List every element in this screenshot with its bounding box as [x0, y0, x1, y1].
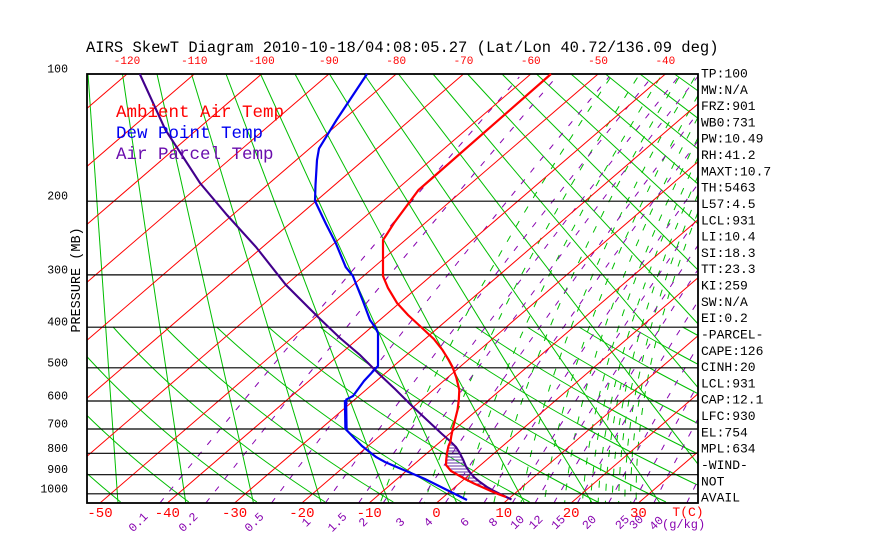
- svg-text:600: 600: [47, 390, 68, 403]
- svg-text:-90: -90: [319, 56, 339, 68]
- svg-text:-20: -20: [289, 506, 314, 522]
- svg-text:T(C): T(C): [672, 505, 703, 520]
- svg-text:FRZ:901: FRZ:901: [701, 99, 756, 114]
- svg-text:-PARCEL-: -PARCEL-: [701, 327, 763, 342]
- svg-text:-50: -50: [87, 506, 112, 522]
- svg-text:PRESSURE (MB): PRESSURE (MB): [70, 227, 85, 332]
- svg-text:MAXT:10.7: MAXT:10.7: [701, 164, 771, 179]
- svg-text:SW:N/A: SW:N/A: [701, 295, 748, 310]
- svg-text:-40: -40: [155, 506, 180, 522]
- svg-text:1000: 1000: [40, 483, 68, 496]
- svg-text:10: 10: [495, 506, 512, 522]
- svg-text:0: 0: [432, 506, 440, 522]
- svg-text:-50: -50: [588, 56, 608, 68]
- svg-text:LCL:931: LCL:931: [701, 213, 756, 228]
- svg-text:-70: -70: [454, 56, 474, 68]
- svg-text:-10: -10: [357, 506, 382, 522]
- svg-text:500: 500: [47, 357, 68, 370]
- svg-text:-WIND-: -WIND-: [701, 458, 748, 473]
- svg-text:Air Parcel Temp: Air Parcel Temp: [116, 145, 274, 165]
- svg-text:TP:100: TP:100: [701, 67, 748, 82]
- svg-text:(g/kg): (g/kg): [662, 518, 705, 532]
- svg-text:CAPE:126: CAPE:126: [701, 344, 763, 359]
- svg-text:AVAIL: AVAIL: [701, 491, 740, 506]
- svg-text:800: 800: [47, 443, 68, 456]
- svg-text:Ambient Air Temp: Ambient Air Temp: [116, 103, 284, 123]
- svg-text:RH:41.2: RH:41.2: [701, 148, 756, 163]
- svg-text:EI:0.2: EI:0.2: [701, 311, 748, 326]
- svg-text:200: 200: [47, 191, 68, 204]
- svg-text:LCL:931: LCL:931: [701, 376, 756, 391]
- svg-text:100: 100: [47, 64, 68, 77]
- svg-text:SI:18.3: SI:18.3: [701, 246, 756, 261]
- svg-text:700: 700: [47, 418, 68, 431]
- svg-text:-80: -80: [386, 56, 406, 68]
- svg-text:NOT: NOT: [701, 474, 725, 489]
- svg-text:-120: -120: [114, 56, 140, 68]
- svg-text:LI:10.4: LI:10.4: [701, 230, 756, 245]
- svg-text:L57:4.5: L57:4.5: [701, 197, 756, 212]
- svg-text:TT:23.3: TT:23.3: [701, 262, 756, 277]
- svg-text:TH:5463: TH:5463: [701, 181, 756, 196]
- svg-text:AIRS SkewT Diagram 2010-10-18/: AIRS SkewT Diagram 2010-10-18/04:08:05.2…: [86, 39, 719, 57]
- svg-text:LFC:930: LFC:930: [701, 409, 756, 424]
- svg-text:-30: -30: [222, 506, 247, 522]
- svg-text:EL:754: EL:754: [701, 425, 748, 440]
- svg-text:MW:N/A: MW:N/A: [701, 83, 748, 98]
- svg-text:30: 30: [630, 506, 647, 522]
- svg-text:20: 20: [563, 506, 580, 522]
- svg-text:CINH:20: CINH:20: [701, 360, 756, 375]
- svg-text:400: 400: [47, 317, 68, 330]
- svg-text:CAP:12.1: CAP:12.1: [701, 393, 764, 408]
- svg-text:KI:259: KI:259: [701, 279, 748, 294]
- svg-text:300: 300: [47, 264, 68, 277]
- svg-text:-40: -40: [655, 56, 675, 68]
- svg-text:WB0:731: WB0:731: [701, 115, 756, 130]
- svg-text:-100: -100: [248, 56, 274, 68]
- svg-text:900: 900: [47, 464, 68, 477]
- svg-text:-60: -60: [521, 56, 541, 68]
- svg-text:Dew Point Temp: Dew Point Temp: [116, 124, 263, 144]
- svg-text:PW:10.49: PW:10.49: [701, 132, 763, 147]
- svg-text:-110: -110: [181, 56, 207, 68]
- svg-text:MPL:634: MPL:634: [701, 442, 756, 457]
